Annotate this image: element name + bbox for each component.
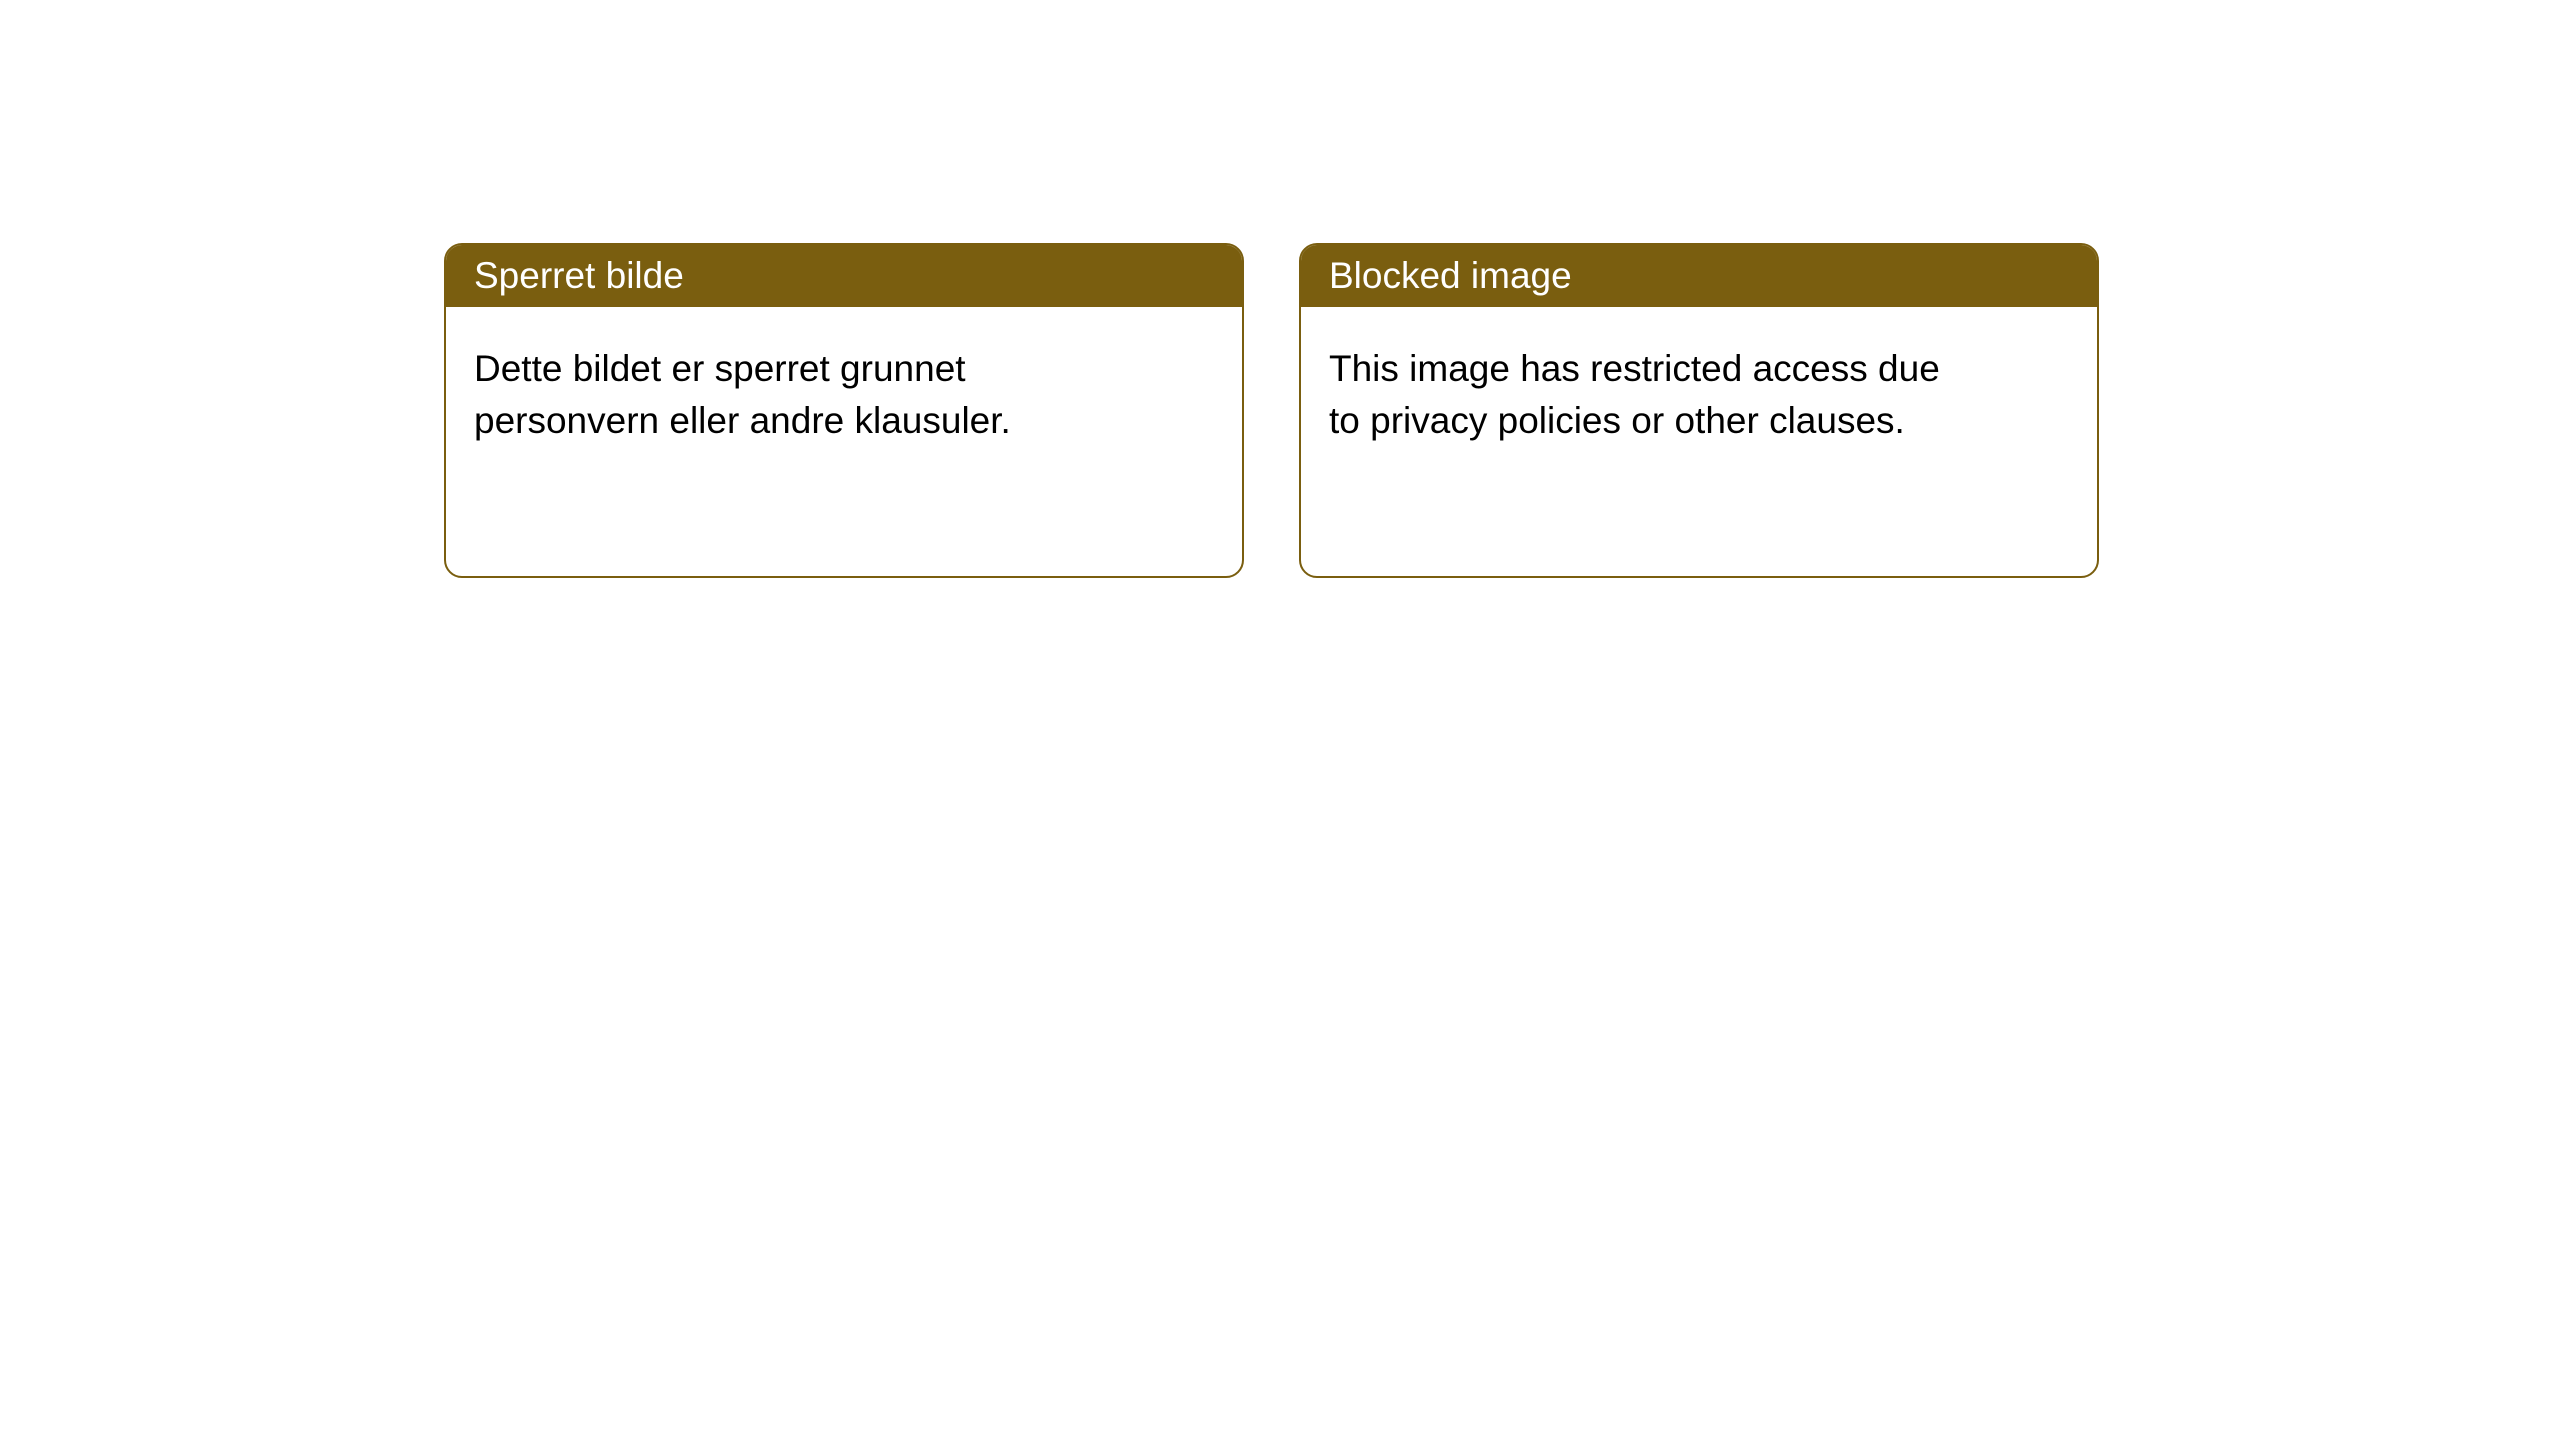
cards-container: Sperret bilde Dette bildet er sperret gr… [0,0,2560,578]
card-body: Dette bildet er sperret grunnet personve… [446,307,1126,483]
info-card-english: Blocked image This image has restricted … [1299,243,2099,578]
card-body-text: This image has restricted access due to … [1329,348,1940,441]
card-header: Sperret bilde [446,245,1242,307]
card-title: Blocked image [1329,255,1572,296]
card-body: This image has restricted access due to … [1301,307,1981,483]
card-body-text: Dette bildet er sperret grunnet personve… [474,348,1011,441]
card-title: Sperret bilde [474,255,684,296]
card-header: Blocked image [1301,245,2097,307]
info-card-norwegian: Sperret bilde Dette bildet er sperret gr… [444,243,1244,578]
